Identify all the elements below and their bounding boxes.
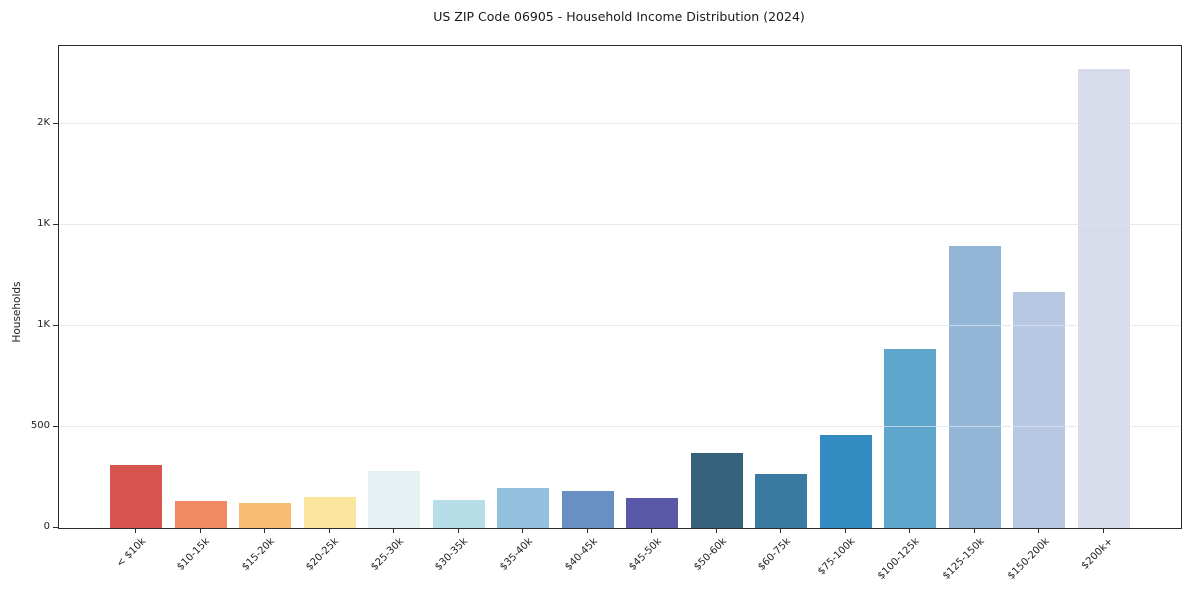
- x-tick-mark: [1038, 528, 1040, 533]
- x-tick-label: $150-200k: [1005, 536, 1052, 582]
- x-tick-label: $60-75k: [756, 536, 794, 573]
- gridline: [59, 223, 1181, 225]
- y-tick-mark: [53, 122, 58, 124]
- bar-$40-45k: [561, 491, 614, 528]
- x-tick-label: < $10k: [114, 536, 148, 570]
- y-tick-label: 500: [30, 419, 50, 431]
- x-tick-label: $10-15k: [175, 536, 213, 573]
- bar-$125-150k: [948, 245, 1001, 528]
- x-tick-label: $75-100k: [816, 536, 858, 578]
- x-tick-mark: [457, 528, 459, 533]
- x-tick-mark: [780, 528, 782, 533]
- x-tick-label: $125-150k: [940, 536, 987, 582]
- bar-$45-50k: [626, 497, 679, 528]
- bar-$35-40k: [497, 487, 550, 528]
- bar-$15-20k: [239, 502, 292, 528]
- y-tick-label: 0: [43, 521, 50, 532]
- x-tick-label: $40-45k: [562, 536, 600, 573]
- y-tick-label: 1K: [37, 318, 50, 330]
- y-tick-mark: [53, 324, 58, 326]
- bar-$75-100k: [819, 435, 872, 528]
- x-tick-label: $20-25k: [304, 536, 342, 573]
- bar-$100-125k: [884, 349, 937, 528]
- x-tick-mark: [393, 528, 395, 533]
- x-tick-mark: [522, 528, 524, 533]
- x-tick-mark: [973, 528, 975, 533]
- x-tick-label: $25-30k: [368, 536, 406, 573]
- plot-area: [58, 45, 1182, 529]
- x-tick-mark: [135, 528, 136, 533]
- x-tick-label: $30-35k: [433, 536, 471, 573]
- x-tick-mark: [586, 528, 588, 533]
- bar-$50-60k: [690, 453, 743, 528]
- y-tick-mark: [53, 425, 58, 427]
- y-tick-mark: [53, 527, 58, 528]
- x-tick-mark: [844, 528, 846, 533]
- bar-$200k+: [1078, 69, 1130, 528]
- gridline: [59, 122, 1181, 124]
- x-tick-mark: [328, 528, 330, 533]
- x-tick-label: $100-125k: [876, 536, 923, 582]
- x-tick-mark: [1103, 528, 1104, 533]
- bar-$150-200k: [1013, 292, 1066, 528]
- bar-$20-25k: [303, 497, 356, 528]
- y-tick-label: 2K: [37, 116, 50, 128]
- bar-$60-75k: [755, 474, 808, 528]
- bar-$10-15k: [174, 500, 227, 528]
- x-tick-label: $15-20k: [239, 536, 277, 573]
- x-tick-mark: [264, 528, 266, 533]
- x-tick-label: $45-50k: [627, 536, 665, 573]
- x-tick-label: $200k+: [1079, 536, 1116, 572]
- bar-$30-35k: [432, 499, 485, 528]
- bar-$25-30k: [368, 471, 421, 528]
- chart-title: US ZIP Code 06905 - Household Income Dis…: [433, 9, 805, 24]
- y-axis-label: Households: [11, 281, 23, 343]
- y-tick-mark: [53, 223, 58, 225]
- x-tick-mark: [651, 528, 653, 533]
- gridline: [59, 325, 1181, 326]
- x-tick-label: $50-60k: [691, 536, 729, 573]
- y-tick-label: 1K: [37, 217, 50, 229]
- bar-< $10k: [110, 464, 162, 528]
- gridline: [59, 426, 1181, 427]
- x-tick-mark: [715, 528, 717, 533]
- x-tick-label: $35-40k: [498, 536, 535, 573]
- x-tick-mark: [909, 528, 911, 533]
- x-tick-mark: [199, 528, 201, 533]
